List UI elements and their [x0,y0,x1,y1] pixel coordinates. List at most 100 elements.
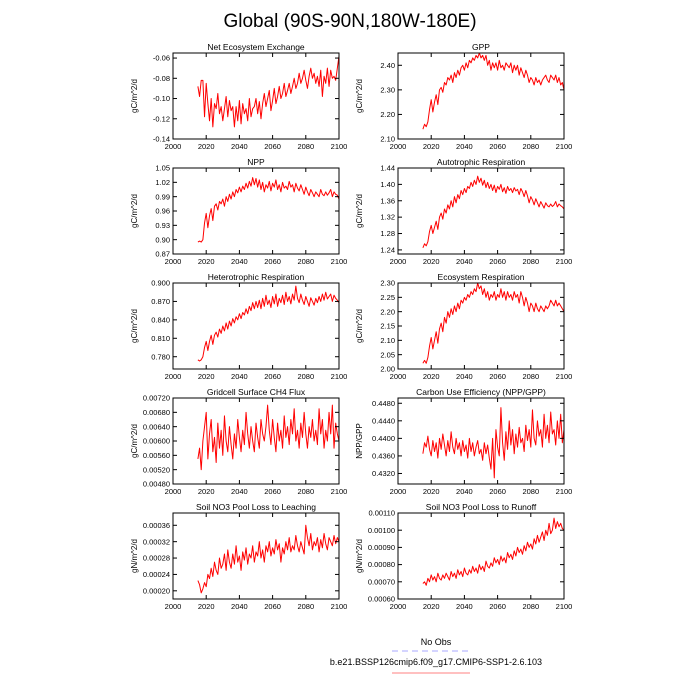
y-tick-label: 0.900 [151,279,170,288]
data-series-line [197,524,340,594]
x-tick-label: 2020 [423,257,440,266]
x-tick-label: 2100 [556,142,573,151]
x-tick-label: 2060 [264,372,281,381]
y-tick-label: 2.20 [380,307,395,316]
x-tick-label: 2080 [522,142,539,151]
panel-3: Autotrophic Respiration gC/m^2/d 2000 2020 2… [355,157,572,266]
y-tick-label: 0.870 [151,297,170,306]
data-series-line [422,517,565,586]
y-axis-label: gC/m^2/d [355,194,364,228]
x-tick-label: 2080 [522,487,539,496]
y-tick-label: 0.00090 [368,543,395,552]
x-tick-label: 2000 [390,142,407,151]
x-tick-label: 2000 [390,487,407,496]
y-axis-label: gN/m^2/d [130,539,139,573]
x-tick-label: 2080 [297,602,314,611]
x-tick-label: 2040 [456,372,473,381]
data-series-line [197,55,340,128]
data-series-line [197,404,340,471]
x-tick-label: 2000 [390,602,407,611]
panel-9: Soil NO3 Pool Loss to Runoff gN/m^2/d 2000… [355,502,572,611]
y-tick-label: -0.06 [153,54,170,63]
panel-title: Heterotrophic Respiration [208,272,305,282]
panel-5: Ecosystem Respiration gC/m^2/d 2000 2020 204… [355,272,572,381]
y-tick-label: -0.08 [153,74,170,83]
x-tick-label: 2020 [198,602,215,611]
legend-label-no-obs: No Obs [421,637,452,647]
y-tick-label: 0.90 [155,235,170,244]
x-tick-label: 2080 [522,257,539,266]
y-axis-label: gC/m^2/d [130,79,139,113]
y-axis-label: gC/m^2/d [355,79,364,113]
y-tick-label: 0.87 [155,250,170,259]
y-tick-label: 2.30 [380,85,395,94]
y-tick-label: 0.00640 [143,422,170,431]
x-tick-label: 2040 [456,257,473,266]
x-tick-label: 2020 [198,372,215,381]
y-tick-label: 0.4480 [372,399,395,408]
x-tick-label: 2060 [264,487,281,496]
x-tick-label: 2020 [198,257,215,266]
panel-title: Carbon Use Efficiency (NPP/GPP) [416,387,546,397]
legend: No Obs b.e21.BSSP126cmip6.f09_g17.CMIP6-… [330,637,542,674]
x-tick-label: 2040 [231,372,248,381]
y-tick-label: 0.810 [151,334,170,343]
plot-frame [172,282,340,370]
x-tick-label: 2020 [423,487,440,496]
y-tick-label: 0.4400 [372,434,395,443]
y-tick-label: 0.00036 [143,521,170,530]
data-series-line [422,52,565,130]
x-tick-label: 2100 [331,372,348,381]
y-tick-label: 1.24 [380,246,395,255]
x-tick-label: 2100 [556,372,573,381]
x-tick-label: 2100 [331,142,348,151]
y-tick-label: 2.40 [380,61,395,70]
y-tick-label: 0.00600 [143,437,170,446]
panel-7: Carbon Use Efficiency (NPP/GPP) NPP/GPP 20… [355,387,572,496]
y-tick-label: 0.00110 [368,509,395,518]
panel-1: GPP gC/m^2/d 2000 2020 2040 2060 2080 2100 2.10 2… [355,42,572,151]
x-tick-label: 2100 [331,602,348,611]
y-tick-label: 1.28 [380,229,395,238]
y-tick-label: 0.00720 [143,394,170,403]
x-tick-label: 2060 [489,487,506,496]
panel-title: Net Ecosystem Exchange [207,42,305,52]
x-tick-label: 2060 [489,142,506,151]
panel-title: Gridcell Surface CH4 Flux [207,387,306,397]
x-tick-label: 2040 [456,487,473,496]
x-tick-label: 2100 [556,257,573,266]
plot-frame [397,167,565,255]
panel-title: Soil NO3 Pool Loss to Runoff [426,502,537,512]
data-series-line [422,407,565,479]
x-tick-label: 2040 [456,602,473,611]
data-series-line [422,282,565,364]
y-axis-label: gC/m^2/d [355,309,364,343]
y-tick-label: 2.25 [380,293,395,302]
x-tick-label: 2020 [198,487,215,496]
y-tick-label: 0.99 [155,192,170,201]
y-axis-label: NPP/GPP [355,423,364,459]
data-series-line [422,175,565,249]
x-tick-label: 2060 [489,372,506,381]
y-tick-label: 0.00020 [143,586,170,595]
y-tick-label: 1.05 [155,164,170,173]
y-tick-label: 2.20 [380,110,395,119]
y-tick-label: 1.40 [380,180,395,189]
y-axis-label: gC/m^2/d [130,424,139,458]
y-tick-label: 0.00070 [368,577,395,586]
x-tick-label: 2060 [264,602,281,611]
y-axis-label: gC/m^2/d [130,194,139,228]
x-tick-label: 2080 [297,257,314,266]
x-tick-label: 2020 [198,142,215,151]
y-tick-label: 2.30 [380,279,395,288]
y-tick-label: 0.00032 [143,537,170,546]
y-tick-label: 0.96 [155,207,170,216]
x-tick-label: 2020 [423,602,440,611]
panel-title: Autotrophic Respiration [437,157,526,167]
y-tick-label: 0.00520 [143,465,170,474]
x-tick-label: 2080 [522,372,539,381]
plot-frame [397,512,565,600]
y-tick-label: 0.93 [155,221,170,230]
